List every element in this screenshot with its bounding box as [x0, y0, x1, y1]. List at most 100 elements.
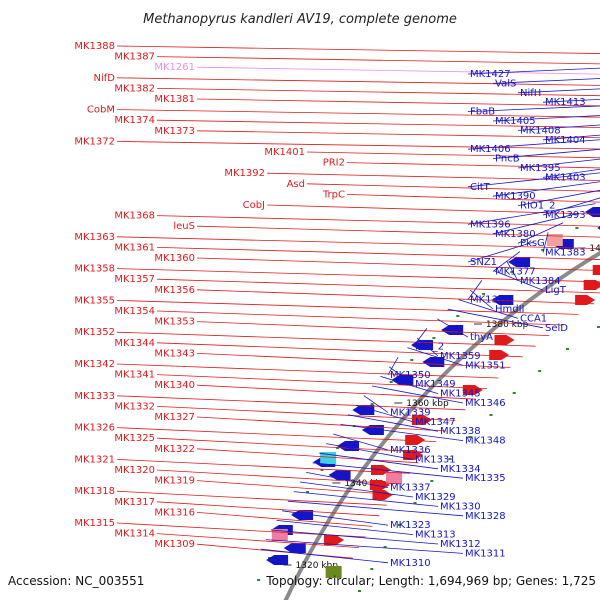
forward-gene [405, 435, 426, 445]
gc-marker [320, 469, 324, 471]
right-gene-label: MK1312 [440, 539, 481, 550]
right-leader-line [319, 452, 439, 470]
left-gene-label: MK1344 [114, 338, 155, 349]
right-leader-line [276, 520, 414, 535]
gc-marker [383, 546, 387, 548]
left-gene-label: MK1341 [114, 370, 155, 381]
gc-marker [512, 392, 516, 394]
left-gene-label: MK1319 [154, 476, 195, 487]
gc-marker [468, 436, 472, 438]
right-gene-label: MK1345 [440, 389, 481, 400]
right-gene-label: MK1383 [545, 248, 586, 259]
right-gene-label: ValS [495, 78, 516, 89]
left-gene-label: MK1333 [74, 391, 115, 402]
right-gene-label: NifH [520, 88, 541, 99]
right-leader-line [306, 472, 389, 488]
right-gene-label: RIO1_2 [520, 201, 556, 212]
right-gene-label: MK1350 [390, 370, 431, 381]
gc-marker [566, 348, 569, 350]
ruler-label: 1340 kbp [344, 479, 387, 489]
label-layer: MK1388MK1387MK1261NifDMK1382MK1381CobMMK… [74, 41, 600, 569]
gc-marker [370, 568, 374, 570]
right-leader-line [293, 491, 439, 507]
gc-marker [510, 271, 514, 273]
right-leader-line [436, 318, 469, 338]
right-leader-line [260, 548, 389, 564]
feature-layer [266, 207, 600, 578]
forward-gene [489, 350, 510, 360]
right-leader-line [355, 404, 414, 423]
topology-text: Topology: circular; Length: 1,694,969 bp… [265, 574, 596, 588]
right-gene-label: MK1380 [495, 229, 536, 240]
forward-gene [592, 265, 600, 275]
gc-marker [305, 491, 309, 493]
right-leader-line [407, 347, 464, 366]
right-gene-label: MK1335 [465, 473, 506, 484]
right-gene-label: MK1395 [520, 163, 561, 174]
right-gene-label: MK1337 [390, 483, 431, 494]
left-leader-line [116, 395, 466, 411]
left-leader-line [156, 119, 600, 128]
map-title: Methanopyrus kandleri AV19, complete gen… [143, 12, 457, 27]
left-gene-label: MK1374 [114, 115, 155, 126]
left-gene-label: MK1340 [154, 380, 195, 391]
left-gene-label: MK1382 [114, 83, 155, 94]
reverse-gene [491, 295, 514, 305]
left-gene-label: MK1392 [224, 168, 265, 179]
right-gene-label: MK1336 [390, 445, 431, 456]
ruler-label: 1320 kbp [296, 561, 339, 571]
left-leader-line [196, 289, 595, 305]
right-gene-label: SelD [545, 323, 568, 334]
right-leader-line [492, 115, 600, 122]
right-leader-line [492, 181, 600, 197]
left-gene-label: MK1353 [154, 317, 195, 328]
gc-marker [410, 359, 414, 361]
right-leader-line [517, 189, 600, 206]
left-gene-label: MK1357 [114, 274, 155, 285]
left-gene-label: MK1368 [114, 211, 155, 222]
left-gene-label: MK1320 [114, 465, 155, 476]
left-leader-line [306, 183, 600, 192]
gc-marker [370, 403, 374, 405]
right-leader-line [299, 481, 414, 498]
left-gene-label: MK1352 [74, 327, 115, 338]
right-gene-label: MK1313 [415, 530, 456, 541]
left-gene-label: MK1343 [154, 348, 195, 359]
right-gene-label: LigT [545, 285, 567, 296]
right-gene-label: MK1393 [545, 210, 586, 221]
left-leader-line [116, 268, 600, 283]
left-gene-label: MK1381 [154, 94, 195, 105]
left-leader-line [196, 448, 419, 464]
gc-marker [538, 370, 542, 372]
right-leader-line [416, 337, 439, 357]
left-leader-line [116, 236, 600, 250]
right-leader-line [347, 414, 439, 432]
left-gene-label: MK1309 [154, 539, 195, 550]
left-leader-line [346, 194, 600, 203]
gc-marker [389, 381, 393, 383]
accession-text: Accession: NC_003551 [8, 574, 144, 588]
left-leader-line [116, 490, 387, 506]
right-leader-line [265, 539, 464, 554]
left-leader-line [196, 257, 600, 271]
left-gene-label: MK1321 [74, 454, 115, 465]
right-gene-label: FbaB [470, 107, 495, 118]
right-gene-label: MK1406 [470, 144, 511, 155]
left-gene-label: MK1388 [74, 41, 115, 52]
left-gene-label: leuS [173, 221, 195, 232]
gc-marker [596, 326, 600, 328]
left-gene-label: MK1360 [154, 253, 195, 264]
left-leader-line [116, 300, 579, 315]
forward-gene [494, 335, 515, 345]
left-leader-line [306, 151, 600, 159]
left-leader-line [196, 98, 600, 107]
left-leader-line [156, 310, 564, 326]
gc-marker [430, 480, 434, 482]
reverse-gene [266, 555, 289, 565]
left-leader-line [116, 45, 600, 54]
left-leader-line [116, 77, 600, 86]
feature-box [546, 234, 563, 246]
gc-marker [413, 502, 417, 504]
left-gene-label: MK1332 [114, 401, 155, 412]
ruler-label: 1360 kbp [406, 399, 449, 409]
